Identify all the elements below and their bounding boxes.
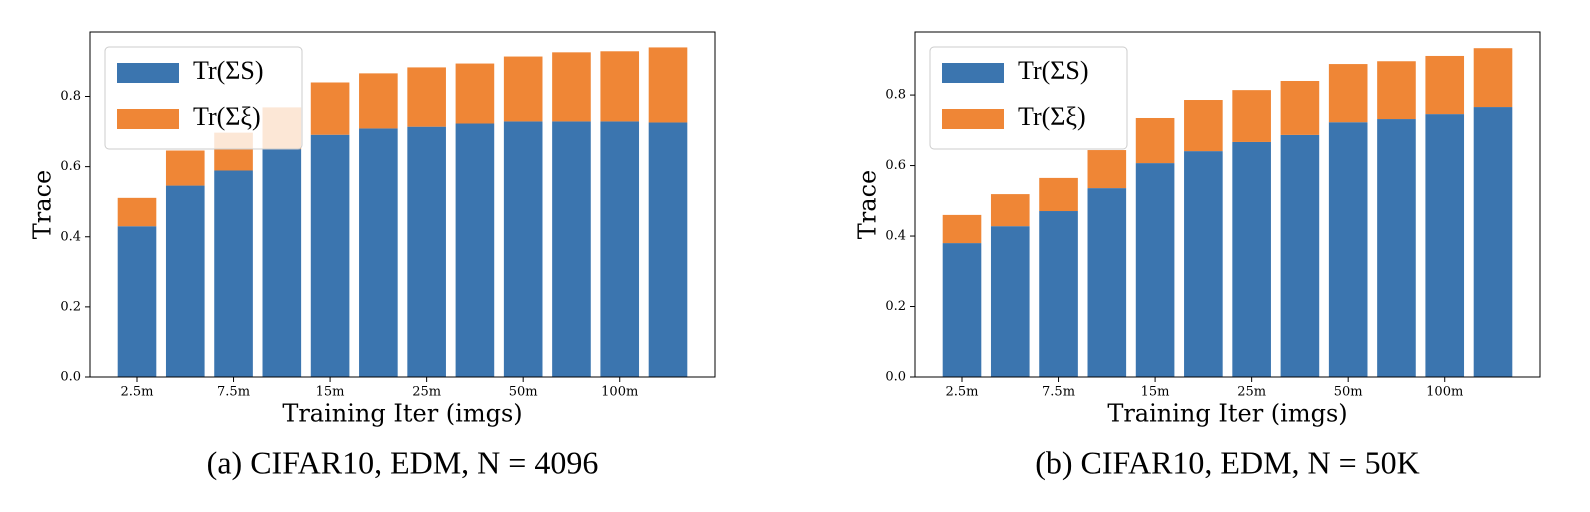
bar-segment bbox=[990, 226, 1030, 377]
caption: (b) CIFAR10, EDM, N = 50K bbox=[1035, 444, 1420, 480]
y-axis-label: Trace bbox=[854, 170, 882, 239]
bar-segment bbox=[359, 73, 398, 129]
bar-segment bbox=[262, 149, 302, 377]
axes-frame bbox=[89, 31, 716, 378]
bar-segment bbox=[1135, 117, 1175, 164]
x-tick-label: 100m bbox=[601, 385, 638, 400]
bar-segment bbox=[1328, 64, 1368, 123]
bar-segment bbox=[1232, 90, 1271, 142]
x-tick-label: 7.5m bbox=[1042, 385, 1075, 400]
bar-segment bbox=[165, 185, 205, 377]
y-tick-label: 0.6 bbox=[60, 159, 81, 174]
y-tick-label: 0.0 bbox=[60, 370, 81, 385]
legend-label: Tr(ΣS) bbox=[193, 56, 264, 85]
legend-label: Tr(ΣS) bbox=[1018, 56, 1089, 85]
x-tick-label: 25m bbox=[412, 385, 441, 400]
bar-segment bbox=[1377, 119, 1416, 377]
bar-segment bbox=[1232, 141, 1271, 377]
y-axis-label: Trace bbox=[29, 170, 57, 239]
axes-frame bbox=[914, 31, 1541, 378]
bar-segment bbox=[503, 121, 543, 377]
bar-segment bbox=[455, 63, 495, 124]
bar-segment bbox=[503, 56, 543, 122]
bar-segment bbox=[942, 214, 982, 244]
bar-segment bbox=[407, 67, 446, 127]
bar-segment bbox=[310, 134, 350, 377]
y-tick-label: 0.8 bbox=[60, 89, 81, 104]
bar-segment bbox=[455, 123, 495, 377]
x-tick-label: 25m bbox=[1237, 385, 1266, 400]
legend-label: Tr(Σξ) bbox=[1018, 102, 1086, 131]
y-tick-label: 0.2 bbox=[60, 299, 81, 314]
bar-segment bbox=[990, 194, 1030, 227]
bar-segment bbox=[942, 243, 982, 377]
y-tick-label: 0.4 bbox=[60, 229, 81, 244]
x-tick-label: 50m bbox=[509, 385, 538, 400]
x-tick-label: 50m bbox=[1334, 385, 1363, 400]
bar-segment bbox=[600, 121, 640, 377]
y-tick-label: 0.2 bbox=[885, 299, 906, 314]
bar-segment bbox=[359, 128, 398, 377]
y-tick-label: 0.6 bbox=[885, 158, 906, 173]
bar-segment bbox=[1184, 151, 1223, 377]
bar-segment bbox=[1280, 80, 1320, 135]
legend-swatch bbox=[942, 109, 1004, 129]
legend-swatch bbox=[942, 63, 1004, 83]
bar-segment bbox=[648, 122, 688, 378]
bar-segment bbox=[552, 121, 591, 377]
y-tick-label: 0.8 bbox=[885, 88, 906, 103]
x-tick-label: 15m bbox=[1141, 385, 1170, 400]
bar-segment bbox=[165, 150, 205, 186]
y-tick-label: 0.4 bbox=[885, 229, 906, 244]
bar-segment bbox=[1328, 122, 1368, 377]
bar-segment bbox=[1280, 134, 1320, 377]
bar-segment bbox=[1473, 48, 1513, 108]
bar-segment bbox=[1039, 177, 1078, 212]
bar-segment bbox=[600, 51, 640, 122]
legend-swatch bbox=[117, 63, 179, 83]
bar-segment bbox=[1087, 188, 1127, 377]
x-tick-label: 2.5m bbox=[945, 385, 978, 400]
bar-segment bbox=[407, 126, 446, 377]
x-tick-label: 7.5m bbox=[217, 385, 250, 400]
y-tick-label: 0.0 bbox=[885, 370, 906, 385]
bar-segment bbox=[552, 52, 591, 122]
caption: (a) CIFAR10, EDM, N = 4096 bbox=[207, 444, 599, 480]
legend-swatch bbox=[117, 109, 179, 129]
bar-segment bbox=[214, 170, 253, 377]
bar-segment bbox=[310, 82, 350, 135]
bar-segment bbox=[1184, 100, 1223, 152]
bar-segment bbox=[1377, 61, 1416, 120]
x-tick-label: 100m bbox=[1426, 385, 1463, 400]
bar-segment bbox=[1425, 55, 1465, 115]
bar-segment bbox=[648, 47, 688, 123]
bar-segment bbox=[1135, 163, 1175, 377]
bar-segment bbox=[117, 197, 157, 227]
legend-label: Tr(Σξ) bbox=[193, 102, 261, 131]
bar-segment bbox=[1425, 114, 1465, 377]
x-axis-label: Training Iter (imgs) bbox=[282, 400, 522, 428]
bar-segment bbox=[1039, 211, 1078, 377]
bar-segment bbox=[1473, 107, 1513, 378]
x-tick-label: 15m bbox=[316, 385, 345, 400]
x-axis-label: Training Iter (imgs) bbox=[1107, 400, 1347, 428]
x-tick-label: 2.5m bbox=[120, 385, 153, 400]
bar-segment bbox=[117, 226, 157, 377]
bar-segment bbox=[1087, 150, 1127, 189]
